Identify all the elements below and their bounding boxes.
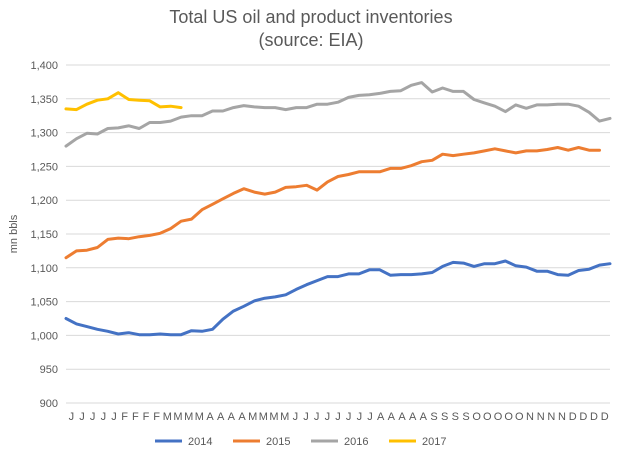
gridlines — [66, 64, 610, 404]
series-line-2014 — [64, 259, 612, 337]
x-tick-label: O — [504, 411, 513, 423]
series-line-2015 — [64, 146, 601, 260]
y-axis-ticks: 900 950 1,000 1,050 1,100 1,150 1,200 1,250 1,30… — [30, 60, 58, 410]
x-tick-label: O — [483, 411, 492, 423]
x-tick-label: O — [515, 411, 524, 423]
x-tick-label: A — [228, 411, 236, 423]
x-tick-label: M — [280, 411, 289, 423]
x-tick-label: J — [335, 411, 341, 423]
y-tick-label: 1,150 — [30, 229, 58, 241]
x-tick-label: J — [79, 411, 85, 423]
x-tick-label: N — [526, 411, 534, 423]
legend-label-2014: 2014 — [188, 436, 212, 448]
x-tick-label: M — [269, 411, 278, 423]
x-tick-label: N — [558, 411, 566, 423]
y-tick-label: 1,350 — [30, 94, 58, 106]
legend: 2014 2015 2016 2017 — [155, 436, 446, 448]
x-tick-label: S — [430, 411, 437, 423]
x-tick-label: F — [121, 411, 128, 423]
y-tick-label: 1,250 — [30, 161, 58, 173]
x-tick-label: A — [398, 411, 406, 423]
x-tick-label: D — [569, 411, 577, 423]
y-tick-label: 950 — [40, 364, 58, 376]
legend-label-2016: 2016 — [344, 436, 368, 448]
x-tick-label: A — [409, 411, 417, 423]
y-tick-label: 900 — [40, 398, 58, 410]
x-tick-label: F — [143, 411, 150, 423]
x-tick-label: D — [590, 411, 598, 423]
x-tick-label: S — [452, 411, 459, 423]
x-tick-label: J — [367, 411, 373, 423]
x-tick-label: J — [303, 411, 309, 423]
x-tick-label: J — [325, 411, 331, 423]
x-tick-label: J — [293, 411, 299, 423]
x-tick-label: A — [217, 411, 225, 423]
x-tick-label: J — [69, 411, 75, 423]
x-tick-label: N — [547, 411, 555, 423]
x-tick-label: A — [206, 411, 214, 423]
x-tick-label: A — [388, 411, 396, 423]
x-tick-label: A — [377, 411, 385, 423]
x-tick-label: M — [173, 411, 182, 423]
x-tick-label: J — [90, 411, 96, 423]
y-tick-label: 1,200 — [30, 195, 58, 207]
y-tick-label: 1,050 — [30, 297, 58, 309]
x-tick-label: J — [101, 411, 107, 423]
series-lines — [64, 81, 612, 337]
chart-title-line-2: (source: EIA) — [258, 30, 363, 50]
x-tick-label: O — [472, 411, 481, 423]
x-tick-label: J — [357, 411, 363, 423]
x-tick-label: M — [184, 411, 193, 423]
y-tick-label: 1,100 — [30, 263, 58, 275]
x-tick-label: J — [346, 411, 352, 423]
x-tick-label: N — [537, 411, 545, 423]
x-tick-label: F — [132, 411, 139, 423]
x-tick-label: M — [248, 411, 257, 423]
series-line-2016 — [64, 81, 612, 148]
legend-label-2017: 2017 — [422, 436, 446, 448]
x-tick-label: J — [314, 411, 320, 423]
x-tick-label: J — [111, 411, 117, 423]
y-tick-label: 1,400 — [30, 60, 58, 72]
series-line-2017 — [64, 91, 183, 112]
y-tick-label: 1,300 — [30, 128, 58, 140]
x-tick-label: D — [601, 411, 609, 423]
x-tick-label: F — [153, 411, 160, 423]
x-tick-label: M — [259, 411, 268, 423]
x-tick-label: M — [163, 411, 172, 423]
x-tick-label: A — [420, 411, 428, 423]
legend-label-2015: 2015 — [266, 436, 290, 448]
x-tick-label: D — [579, 411, 587, 423]
x-tick-label: S — [462, 411, 469, 423]
y-tick-label: 1,000 — [30, 330, 58, 342]
x-tick-label: S — [441, 411, 448, 423]
x-tick-label: A — [238, 411, 246, 423]
x-tick-label: M — [195, 411, 204, 423]
y-axis-label: mn bbls — [8, 214, 20, 253]
x-tick-label: O — [494, 411, 503, 423]
chart-title-line-1: Total US oil and product inventories — [169, 7, 452, 27]
